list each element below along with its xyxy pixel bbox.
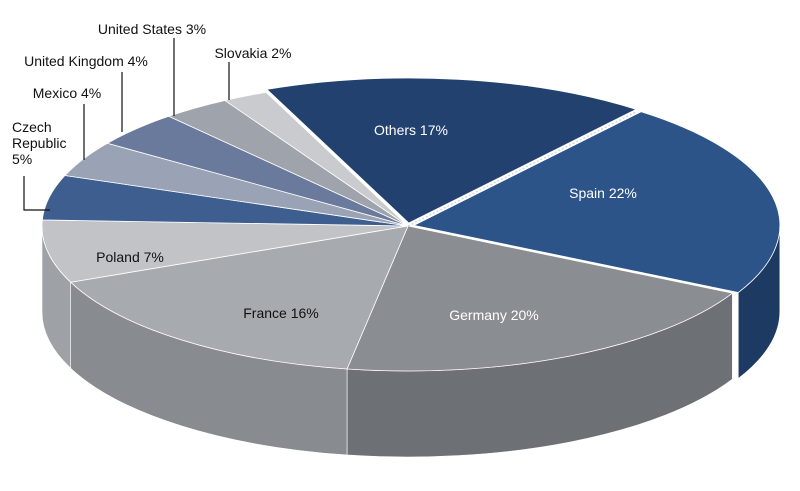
pie-top-layer <box>41 77 781 372</box>
slice-label-czech-republic-line-2: Republic <box>12 135 66 151</box>
pie-side-layer <box>41 225 781 458</box>
slice-label-united-kingdom: United Kingdom 4% <box>24 53 148 69</box>
slice-label-germany: Germany 20% <box>449 307 538 323</box>
slice-labels: Spain 22% Germany 20% France 16% Poland 7% C… <box>12 21 637 323</box>
pie-slice-slovakia <box>223 91 409 227</box>
slice-label-united-states: United States 3% <box>98 21 206 37</box>
slice-label-france: France 16% <box>243 305 318 321</box>
leader-line-czech-republic <box>23 176 50 211</box>
pie-slice-germany <box>346 225 734 372</box>
slice-label-czech-republic-line-3: 5% <box>12 151 32 167</box>
slice-label-czech-republic-line-1: Czech <box>12 119 52 135</box>
slice-label-spain: Spain 22% <box>569 185 637 201</box>
slice-label-poland: Poland 7% <box>96 249 164 265</box>
slice-label-czech-republic: Czech Republic 5% <box>12 119 66 167</box>
pie-slice-poland <box>41 219 409 283</box>
pie-slice-spain <box>412 111 781 293</box>
pie-slice-others <box>266 77 638 224</box>
slice-label-slovakia: Slovakia 2% <box>214 45 291 61</box>
slice-label-mexico: Mexico 4% <box>33 85 101 101</box>
slice-label-others: Others 17% <box>374 122 448 138</box>
pie-slice-france <box>69 225 409 370</box>
leader-lines <box>23 38 230 211</box>
